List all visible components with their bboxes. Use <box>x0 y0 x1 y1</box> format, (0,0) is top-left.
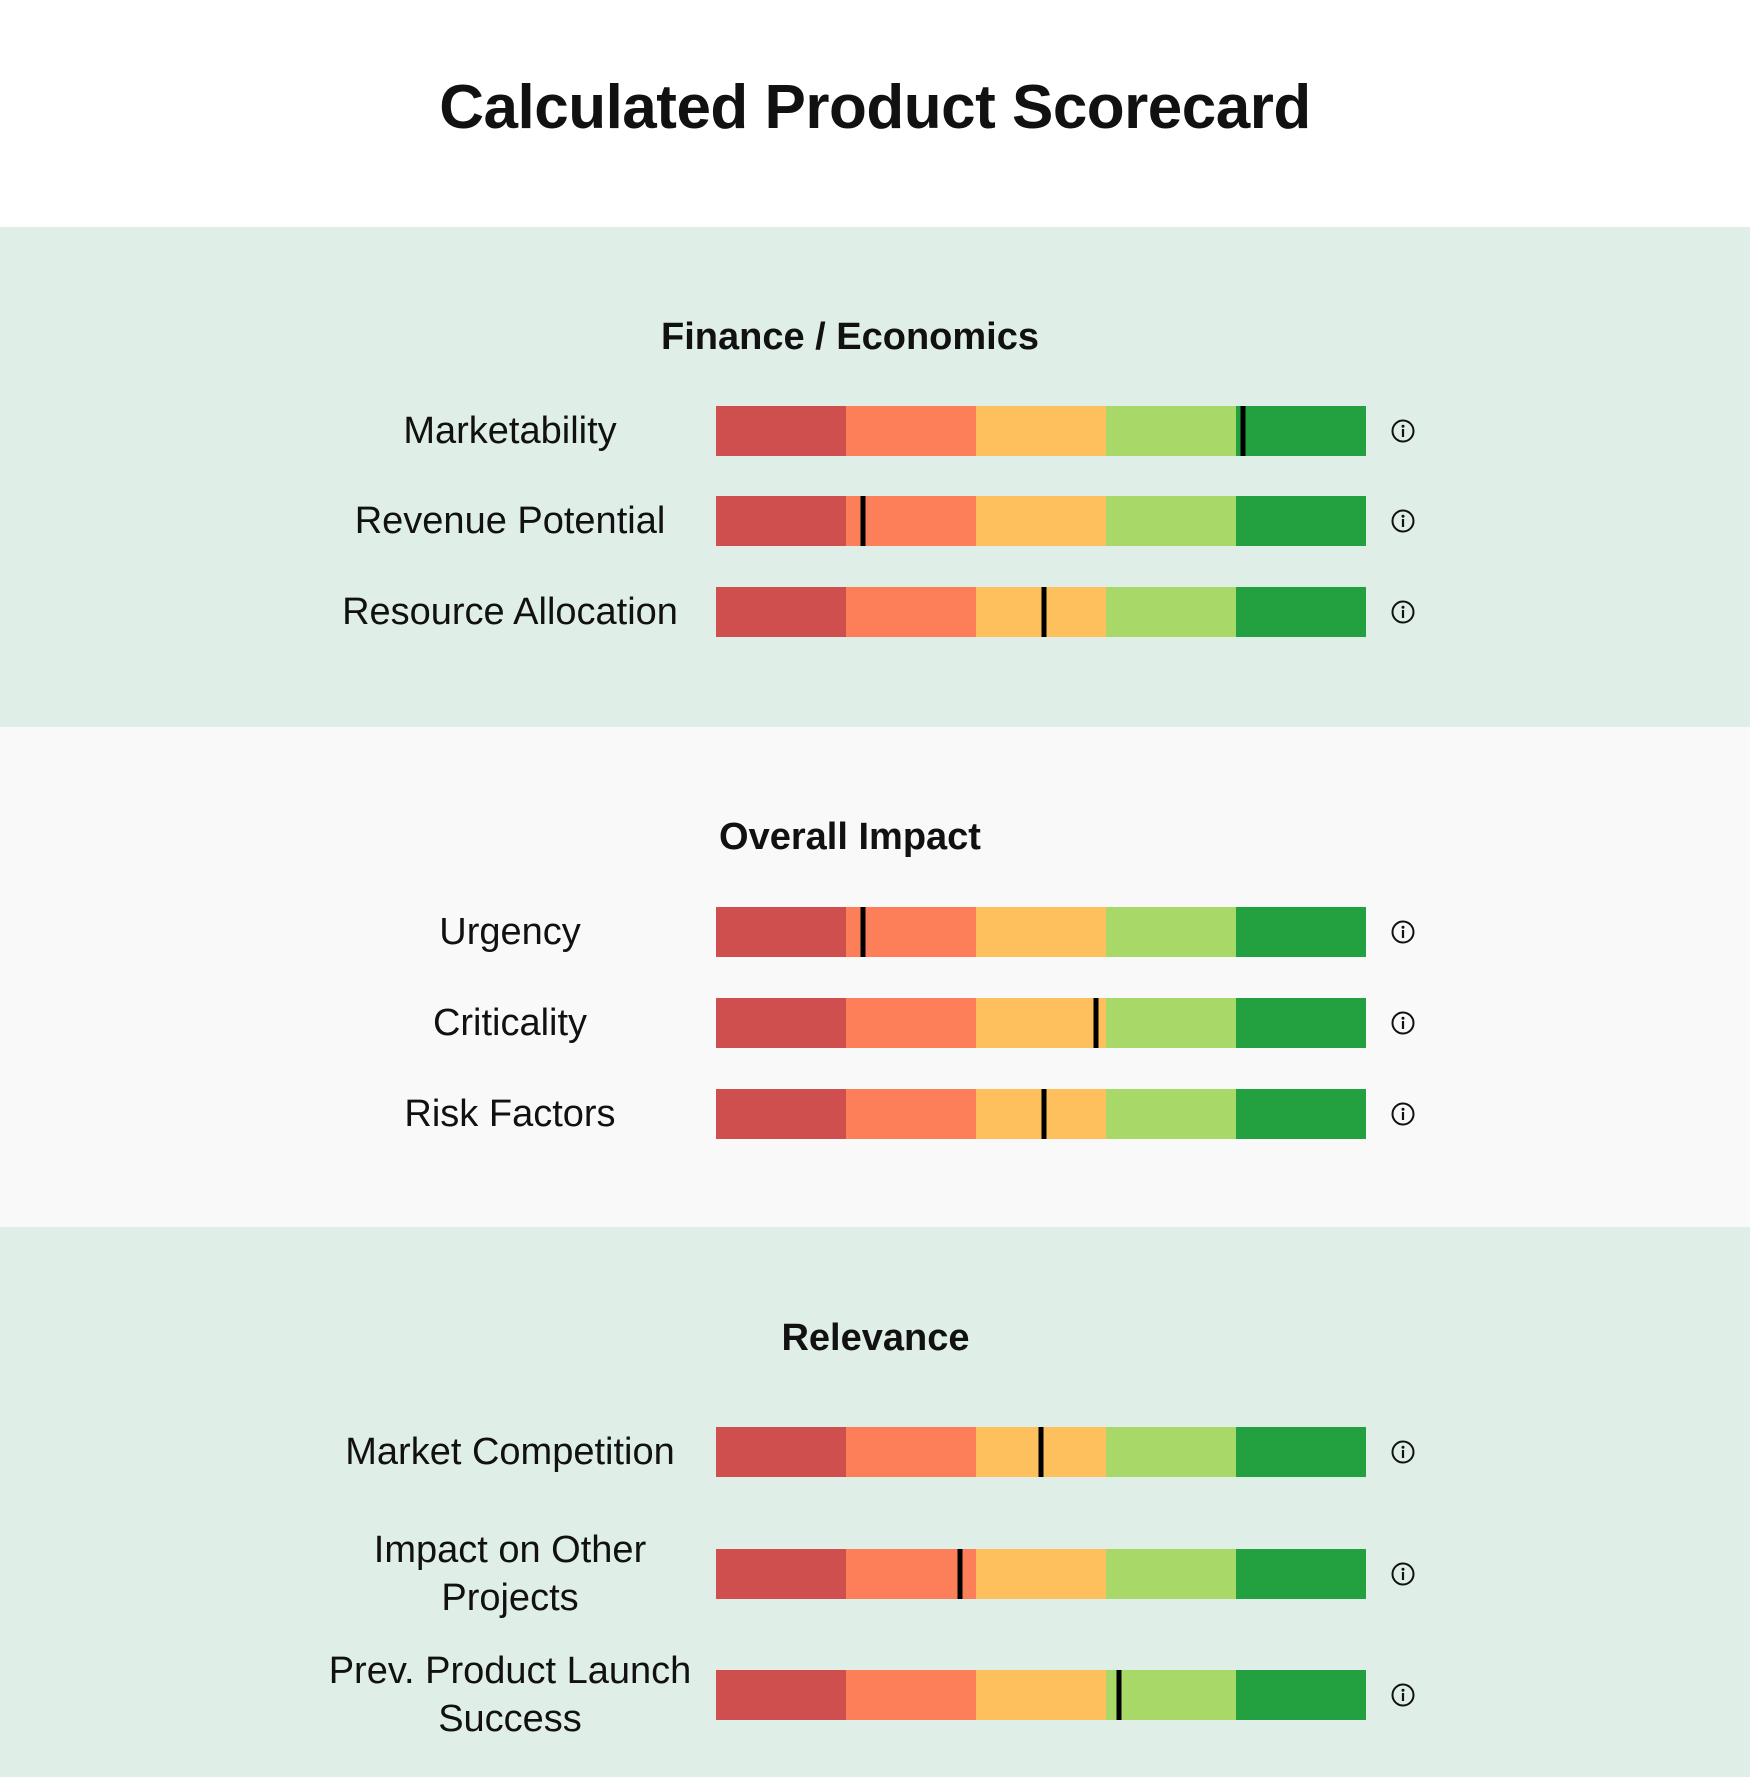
section-overall-impact: Overall Impact Urgency Criticality Risk Fac… <box>0 727 1750 1227</box>
score-segment-4 <box>1106 587 1236 637</box>
metric-row-revenue-potential: Revenue Potential <box>0 496 1750 546</box>
score-segment-4 <box>1106 1549 1236 1599</box>
score-marker <box>1116 1670 1122 1720</box>
section-title: Relevance <box>781 1317 970 1359</box>
score-marker <box>1240 406 1245 456</box>
metric-label: Revenue Potential <box>354 500 666 542</box>
info-icon[interactable] <box>1391 1011 1415 1035</box>
info-icon[interactable] <box>1391 1562 1415 1586</box>
score-marker <box>1041 1089 1047 1139</box>
metric-row-risk-factors: Risk Factors <box>0 1089 1750 1139</box>
score-segment-1 <box>716 1089 846 1139</box>
score-marker <box>957 1549 963 1599</box>
score-bar[interactable] <box>716 907 1366 957</box>
metric-label: Criticality <box>432 1002 588 1044</box>
score-segment-3 <box>976 406 1106 456</box>
score-marker <box>1041 587 1047 637</box>
score-segment-5 <box>1236 406 1366 456</box>
score-bar[interactable] <box>716 587 1366 637</box>
score-segment-4 <box>1106 1670 1236 1720</box>
score-marker <box>1093 998 1099 1048</box>
score-bar[interactable] <box>716 496 1366 546</box>
score-bar[interactable] <box>716 1427 1366 1477</box>
score-marker <box>860 496 866 546</box>
score-segment-1 <box>716 1549 846 1599</box>
score-segment-5 <box>1236 496 1366 546</box>
score-bar[interactable] <box>716 406 1366 456</box>
info-icon[interactable] <box>1391 920 1415 944</box>
score-segment-4 <box>1106 907 1236 957</box>
metric-label: Risk Factors <box>404 1093 616 1135</box>
metric-label: Market Competition <box>345 1431 675 1473</box>
score-marker <box>860 907 866 957</box>
score-segment-3 <box>976 907 1106 957</box>
info-icon[interactable] <box>1391 509 1415 533</box>
score-segment-3 <box>976 1670 1106 1720</box>
info-icon[interactable] <box>1391 1102 1415 1126</box>
score-segment-1 <box>716 907 846 957</box>
score-segment-3 <box>976 998 1106 1048</box>
metric-label: Marketability <box>403 410 617 452</box>
metric-row-urgency: Urgency <box>0 907 1750 957</box>
score-segment-2 <box>846 907 976 957</box>
score-segment-5 <box>1236 907 1366 957</box>
score-segment-3 <box>976 1549 1106 1599</box>
metric-row-market-competition: Market Competition <box>0 1427 1750 1477</box>
score-segment-1 <box>716 1427 846 1477</box>
score-segment-1 <box>716 1670 846 1720</box>
score-segment-2 <box>846 1427 976 1477</box>
score-segment-2 <box>846 998 976 1048</box>
score-segment-3 <box>976 496 1106 546</box>
info-icon[interactable] <box>1391 600 1415 624</box>
score-segment-5 <box>1236 587 1366 637</box>
page-title: Calculated Product Scorecard <box>439 73 1311 142</box>
score-segment-3 <box>976 1089 1106 1139</box>
score-segment-2 <box>846 1549 976 1599</box>
score-segment-5 <box>1236 1670 1366 1720</box>
score-segment-3 <box>976 587 1106 637</box>
score-segment-1 <box>716 496 846 546</box>
score-bar[interactable] <box>716 1089 1366 1139</box>
score-segment-1 <box>716 998 846 1048</box>
metric-label: Impact on Other Projects <box>373 1529 647 1619</box>
score-segment-5 <box>1236 1427 1366 1477</box>
score-segment-4 <box>1106 406 1236 456</box>
info-icon[interactable] <box>1391 419 1415 443</box>
section-title: Overall Impact <box>719 816 981 858</box>
score-segment-2 <box>846 496 976 546</box>
score-segment-5 <box>1236 998 1366 1048</box>
metric-label: Urgency <box>439 911 581 953</box>
score-bar[interactable] <box>716 1549 1366 1599</box>
metric-label: Resource Allocation <box>342 591 678 633</box>
score-segment-4 <box>1106 1427 1236 1477</box>
section-relevance: Relevance Market Competition Impact on Oth… <box>0 1227 1750 1777</box>
score-segment-2 <box>846 1670 976 1720</box>
score-marker <box>1038 1427 1044 1477</box>
score-segment-4 <box>1106 496 1236 546</box>
score-segment-1 <box>716 406 846 456</box>
info-icon[interactable] <box>1391 1440 1415 1464</box>
score-bar[interactable] <box>716 1670 1366 1720</box>
score-segment-5 <box>1236 1089 1366 1139</box>
score-segment-5 <box>1236 1549 1366 1599</box>
metric-row-resource-allocation: Resource Allocation <box>0 587 1750 637</box>
section-title: Finance / Economics <box>661 316 1039 358</box>
metric-row-criticality: Criticality <box>0 998 1750 1048</box>
section-finance-economics: Finance / Economics Marketability Revenue … <box>0 227 1750 727</box>
score-segment-1 <box>716 587 846 637</box>
metric-label: Prev. Product Launch Success <box>328 1650 692 1740</box>
score-segment-2 <box>846 1089 976 1139</box>
score-segment-2 <box>846 406 976 456</box>
score-bar[interactable] <box>716 998 1366 1048</box>
info-icon[interactable] <box>1391 1683 1415 1707</box>
score-segment-4 <box>1106 998 1236 1048</box>
metric-row-prev-product-launch-success: Prev. Product Launch Success <box>0 1650 1750 1740</box>
score-segment-2 <box>846 587 976 637</box>
metric-row-impact-on-other-projects: Impact on Other Projects <box>0 1529 1750 1619</box>
score-segment-4 <box>1106 1089 1236 1139</box>
metric-row-marketability: Marketability <box>0 406 1750 456</box>
